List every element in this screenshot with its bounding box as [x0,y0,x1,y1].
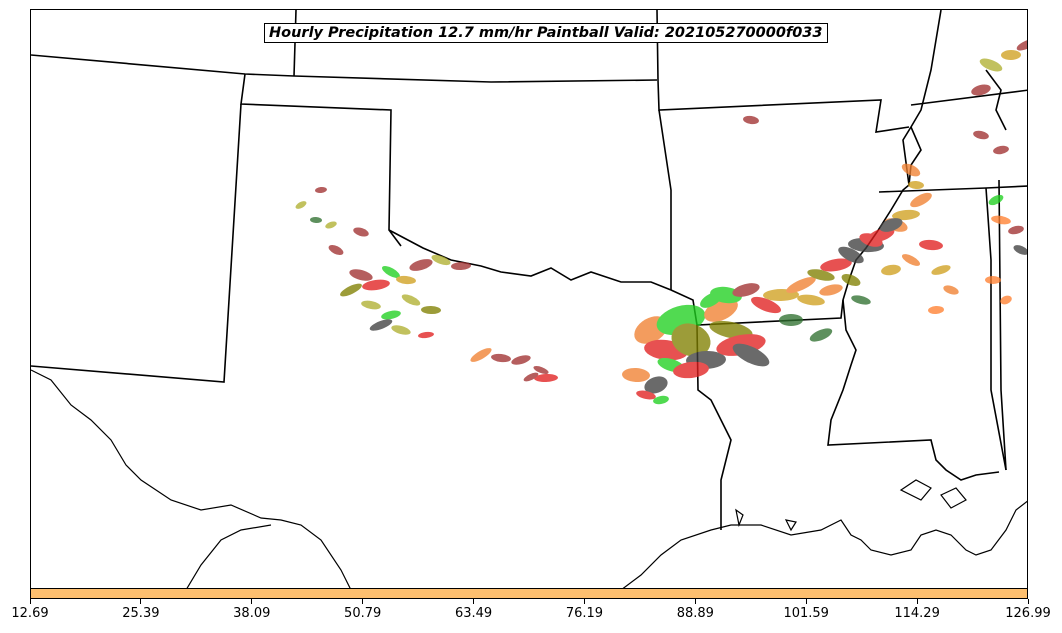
precip-blob [511,355,531,365]
precip-blob [636,390,656,400]
colorbar-tick-label: 12.69 [11,606,49,621]
precip-blob [919,239,943,251]
precip-blob [328,244,344,256]
colorbar-tick [583,599,585,604]
colorbar-tick-label: 50.79 [344,606,382,621]
colorbar-tick [694,599,696,604]
precip-blob [349,269,373,281]
precip-blob [340,283,362,297]
precip-blob [743,115,759,125]
colorbar-tick-label: 38.09 [233,606,271,621]
precip-blob [653,395,669,405]
colorbar-tick-label: 114.29 [894,606,940,621]
precip-blob [809,328,833,342]
precip-blob [993,145,1009,155]
colorbar-tick-label: 63.49 [454,606,493,621]
colorbar-tick [805,599,807,604]
precip-blob [779,314,803,326]
precip-blobs [295,39,1027,405]
precip-blob [382,266,400,278]
precip-blob [892,209,920,221]
precip-blob [750,296,782,314]
precip-blob [534,373,558,383]
colorbar-tick-label: 88.89 [676,606,714,621]
precip-blob [325,221,337,229]
precip-blob [991,215,1011,225]
precip-blob [622,367,650,383]
colorbar-tick-label: 101.59 [783,606,829,621]
precip-blob [1008,225,1024,235]
state-boundaries [31,10,1027,530]
colorbar-tick [140,599,142,604]
precip-blob [901,163,921,177]
precip-blob [971,84,991,96]
colorbar-tick-label: 126.99 [1005,606,1051,621]
precip-blob [673,361,709,379]
precip-blob [910,192,932,208]
precip-blob [859,233,883,247]
map-title: Hourly Precipitation 12.7 mm/hr Paintbal… [264,23,828,43]
precip-blob [1013,245,1027,255]
map-canvas [31,10,1027,588]
precip-blob [418,331,434,339]
precip-blob [431,254,451,266]
precip-blob [1001,49,1021,61]
precip-blob [820,258,852,272]
colorbar-tick [1027,599,1029,604]
precip-blob [409,259,433,271]
precip-blob [523,372,539,382]
precip-blob [973,130,989,140]
precip-blob [786,277,816,293]
precip-blob [533,365,549,375]
precip-blob [310,216,322,224]
colorbar-tick [29,599,31,604]
precip-blob [295,201,307,209]
precip-blob [988,194,1004,206]
precip-blob [797,294,825,306]
colorbar [30,588,1028,599]
precip-blob [807,269,835,281]
precip-blob [879,218,903,232]
colorbar-tick-label: 25.39 [122,606,160,621]
precip-blob [361,300,381,310]
precip-blob [396,275,416,285]
precip-blob [838,246,864,264]
precip-blob [381,310,401,320]
map-panel: Hourly Precipitation 12.7 mm/hr Paintbal… [30,9,1028,589]
precip-blob [353,227,369,237]
precip-blob [881,264,901,276]
precip-blob [732,343,770,367]
precip-blob [644,376,668,394]
precip-blob [491,353,511,363]
precip-blob [985,275,1001,285]
precip-blob [362,279,390,291]
colorbar-tick [362,599,364,604]
precip-blob [369,319,393,331]
precip-blob [709,320,753,340]
colorbar-tick [916,599,918,604]
coastline [31,369,1027,588]
colorbar-tick [251,599,253,604]
precip-blob [391,325,411,335]
precip-blob [943,285,959,295]
precip-blob [732,283,760,297]
colorbar-tick-label: 76.19 [565,606,604,621]
precip-blob [470,348,492,362]
precip-blob [451,261,471,271]
precip-blob [421,305,441,315]
colorbar-tick [473,599,475,604]
precip-blob [671,323,711,357]
precip-blob [979,58,1003,72]
precip-blob [928,305,944,315]
precip-blob [901,254,921,266]
precip-blob [819,284,843,296]
precip-blob [401,294,421,306]
precip-blob [908,180,924,190]
precip-blob [1016,39,1027,51]
precip-blob [841,273,861,287]
precip-blob [315,186,327,194]
precip-blob [851,295,871,305]
precip-blob [1000,295,1012,305]
precip-blob [931,265,951,275]
